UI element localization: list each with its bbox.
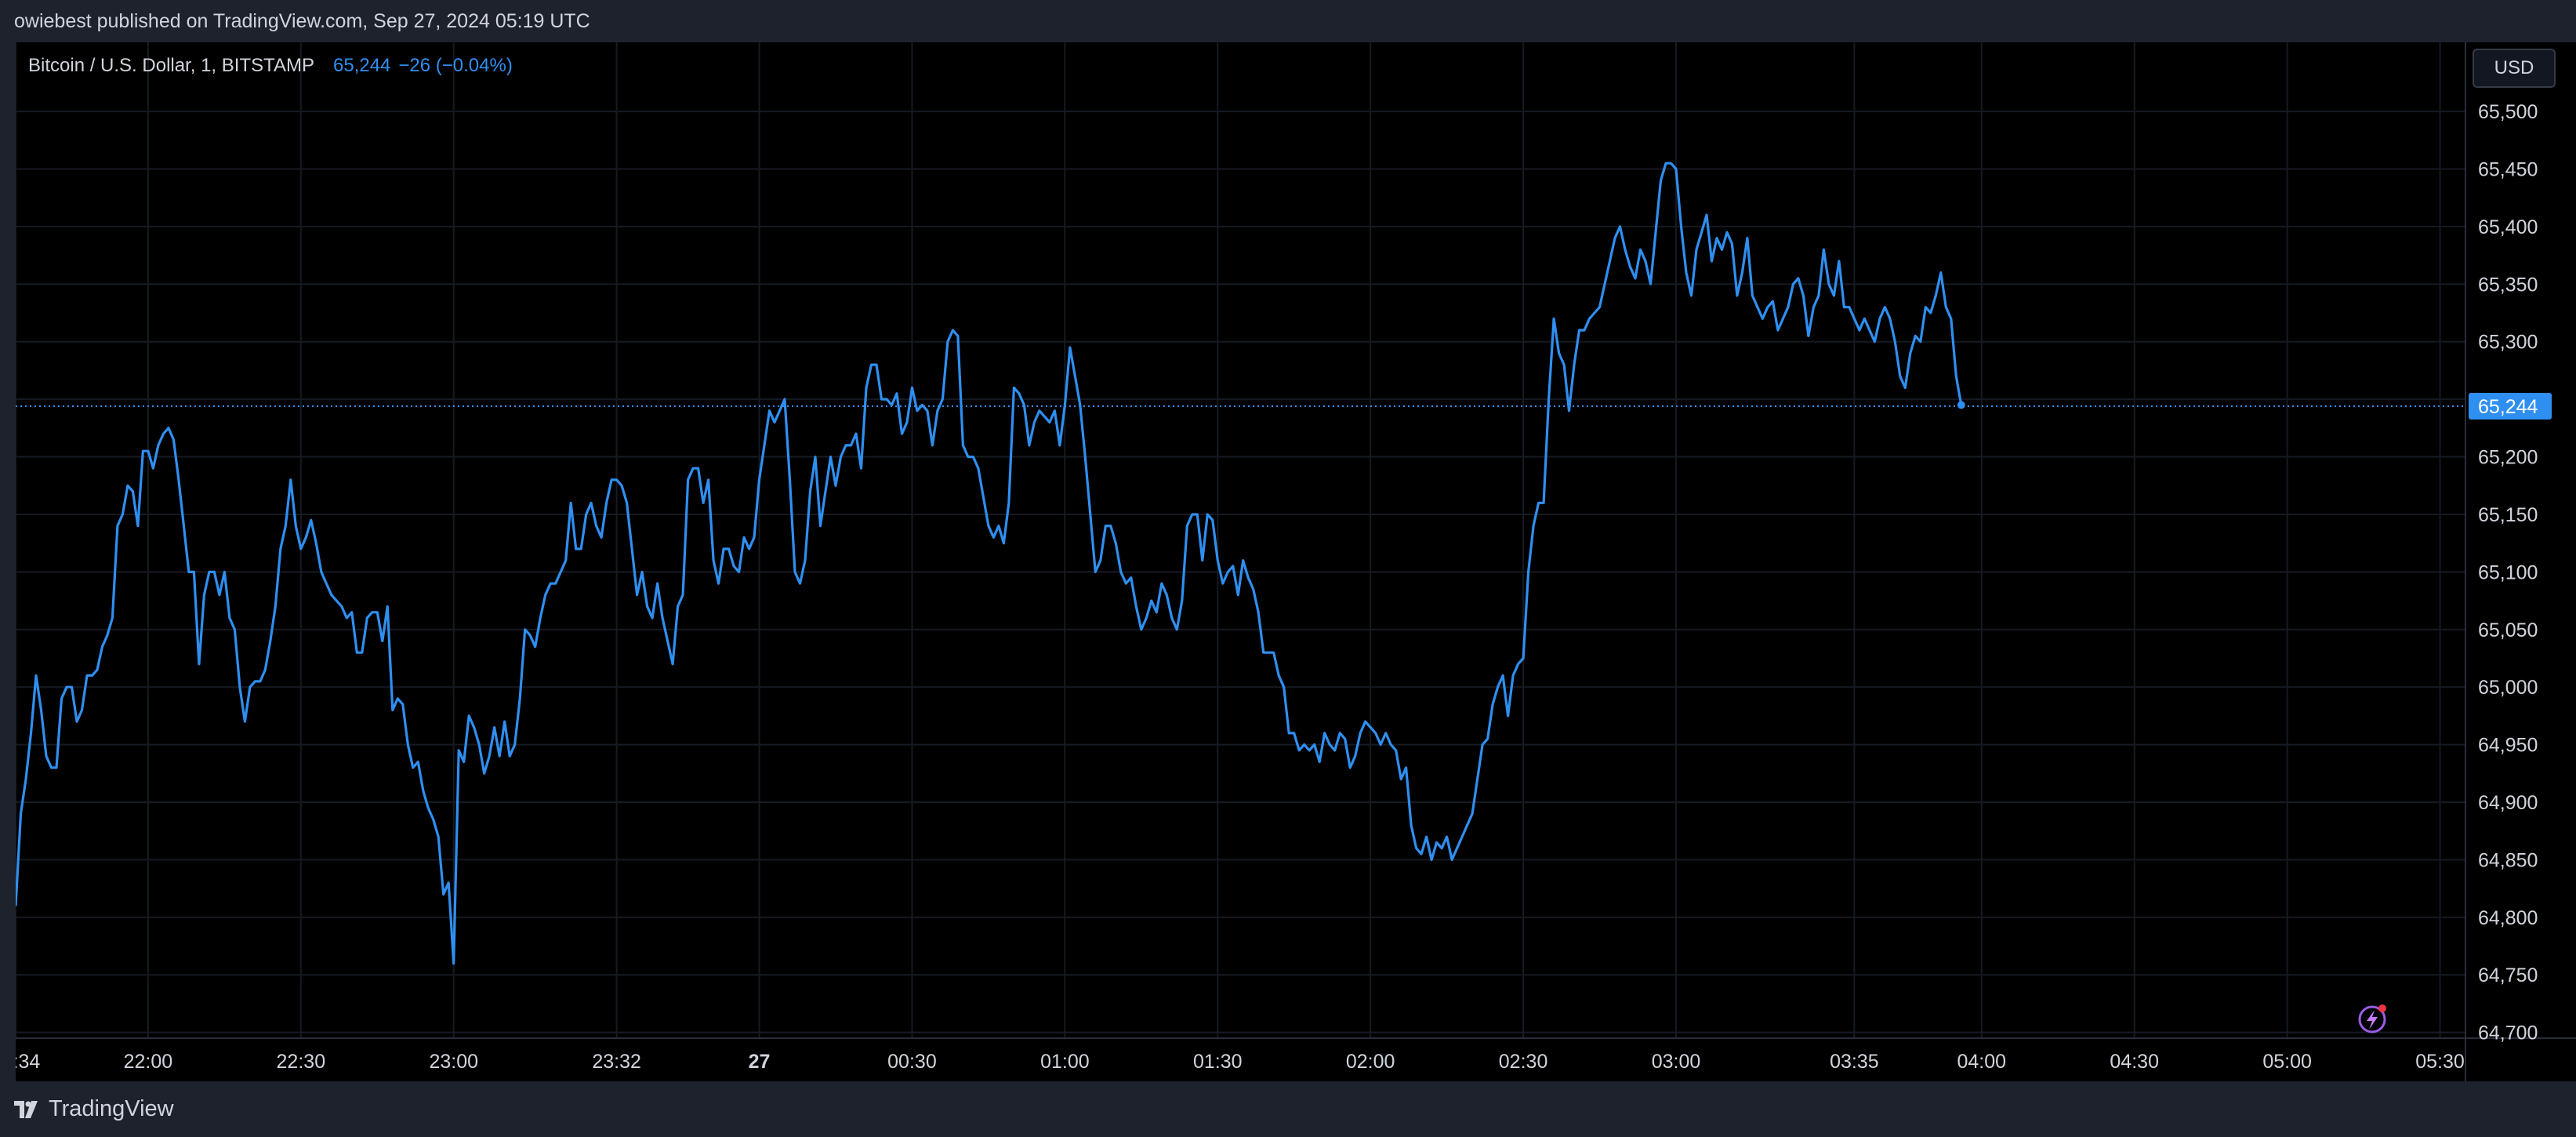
x-tick-label: 27 <box>749 1051 771 1073</box>
x-tick-label: 23:32 <box>592 1051 641 1073</box>
tradingview-logo-icon <box>14 1100 38 1118</box>
footer-bar: TradingView <box>0 1081 2576 1137</box>
chart-legend: Bitcoin / U.S. Dollar, 1, BITSTAMP 65,24… <box>28 55 513 77</box>
brand-name: TradingView <box>49 1096 174 1121</box>
y-tick-label: 65,450 <box>2478 159 2538 181</box>
x-tick-label: 04:00 <box>1957 1051 2007 1073</box>
x-tick-label: 21:34 <box>16 1051 40 1073</box>
lightning-icon[interactable] <box>2358 1004 2386 1033</box>
price-chart[interactable]: 64,700 64,750 64,800 64,850 64,900 64,950 65,0… <box>16 42 2576 1081</box>
y-tick-label: 65,050 <box>2478 619 2538 641</box>
y-tick-label: 64,850 <box>2478 849 2538 871</box>
x-tick-label: 00:30 <box>887 1051 937 1073</box>
x-tick-label: 04:30 <box>2110 1051 2159 1073</box>
x-tick-label: 03:00 <box>1652 1051 1701 1073</box>
last-price-marker: 65,244 <box>16 392 2552 420</box>
y-tick-label: 65,400 <box>2478 216 2538 238</box>
series-line <box>16 162 1963 965</box>
y-tick-label: 64,900 <box>2478 792 2538 814</box>
y-tick-label: 64,950 <box>2478 735 2538 757</box>
x-tick-label: 02:30 <box>1499 1051 1548 1073</box>
x-tick-label: 05:30 <box>2415 1051 2465 1073</box>
axis-lines <box>16 42 2576 1081</box>
y-tick-label: 65,200 <box>2478 447 2538 469</box>
x-tick-label: 22:30 <box>277 1051 326 1073</box>
y-tick-label: 65,100 <box>2478 561 2538 583</box>
currency-button[interactable]: USD <box>2473 49 2556 88</box>
x-tick-label: 03:35 <box>1830 1051 1879 1073</box>
y-tick-label: 65,150 <box>2478 504 2538 526</box>
chart-area[interactable]: 64,700 64,750 64,800 64,850 64,900 64,950 65,0… <box>16 42 2576 1081</box>
axis-labels: 64,700 64,750 64,800 64,850 64,900 64,950 65,0… <box>16 101 2538 1073</box>
x-tick-label: 01:30 <box>1193 1051 1243 1073</box>
tradingview-logo[interactable]: TradingView <box>14 1096 174 1122</box>
x-tick-label: 01:00 <box>1040 1051 1090 1073</box>
header-bar: owiebest published on TradingView.com, S… <box>0 0 2576 42</box>
x-tick-label: 22:00 <box>124 1051 173 1073</box>
y-tick-label: 64,700 <box>2478 1023 2538 1044</box>
y-tick-label: 65,500 <box>2478 101 2538 123</box>
last-price-tag-label: 65,244 <box>2478 396 2538 418</box>
last-price-tag <box>2469 392 2552 420</box>
x-tick-label: 05:00 <box>2262 1051 2312 1073</box>
price-change: −26 (−0.04%) <box>398 55 513 76</box>
y-tick-label: 65,350 <box>2478 274 2538 296</box>
last-point-dot <box>1957 401 1965 409</box>
symbol-title: Bitcoin / U.S. Dollar, 1, BITSTAMP <box>28 55 314 76</box>
y-tick-label: 64,800 <box>2478 907 2538 929</box>
y-tick-label: 65,300 <box>2478 332 2538 354</box>
y-tick-label: 64,750 <box>2478 964 2538 986</box>
last-price: 65,244 <box>333 55 391 76</box>
y-tick-label: 65,000 <box>2478 677 2538 699</box>
x-tick-label: 23:00 <box>429 1051 478 1073</box>
publish-info: owiebest published on TradingView.com, S… <box>14 9 590 32</box>
grid-lines <box>16 42 2465 1038</box>
price-series <box>16 162 1963 965</box>
x-tick-label: 02:00 <box>1346 1051 1395 1073</box>
